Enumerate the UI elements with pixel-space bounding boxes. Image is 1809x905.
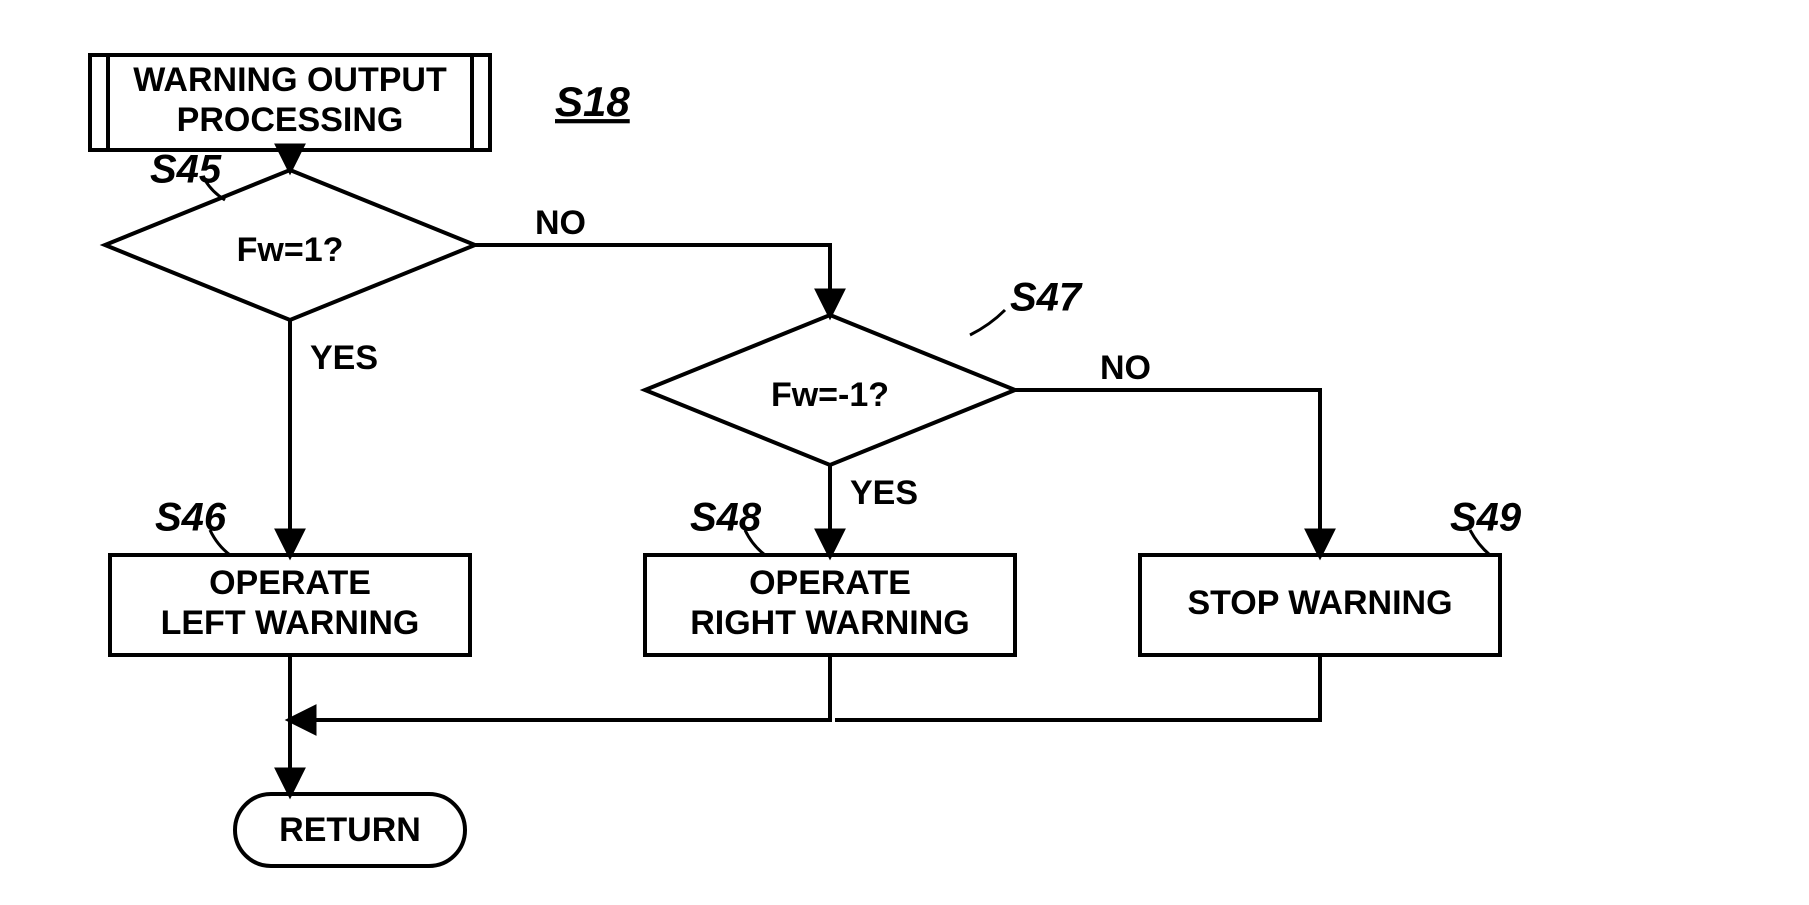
edge-d47-no: [1015, 390, 1320, 555]
label-s45: S45: [150, 148, 222, 192]
label-d45-no: NO: [535, 204, 586, 242]
process-s48: OPERATE RIGHT WARNING: [645, 555, 1015, 655]
start-line1: WARNING OUTPUT: [133, 61, 447, 99]
process-s46: OPERATE LEFT WARNING: [110, 555, 470, 655]
p48-line1: OPERATE: [749, 564, 911, 602]
p46-line1: OPERATE: [209, 564, 371, 602]
figure-title: S18: [555, 78, 630, 125]
return-node: RETURN: [235, 794, 465, 866]
decision-s47: Fw=-1?: [645, 315, 1015, 465]
decision-s45: Fw=1?: [105, 170, 475, 320]
p49-line1: STOP WARNING: [1187, 584, 1452, 622]
edge-p49-merge: [835, 655, 1320, 720]
label-s48: S48: [690, 496, 762, 540]
d47-text: Fw=-1?: [771, 376, 889, 414]
process-s49: STOP WARNING: [1140, 555, 1500, 655]
start-node: WARNING OUTPUT PROCESSING: [90, 55, 490, 150]
return-text: RETURN: [279, 811, 421, 849]
p48-line2: RIGHT WARNING: [690, 604, 970, 642]
edge-p48-merge: [290, 655, 830, 720]
label-d45-yes: YES: [310, 339, 378, 377]
d45-text: Fw=1?: [237, 231, 344, 269]
start-line2: PROCESSING: [177, 101, 404, 139]
label-s49: S49: [1450, 496, 1522, 540]
connector-s47: [970, 310, 1005, 335]
p46-line2: LEFT WARNING: [161, 604, 420, 642]
label-d47-no: NO: [1100, 349, 1151, 387]
label-d47-yes: YES: [850, 474, 918, 512]
label-s47: S47: [1010, 276, 1083, 320]
edge-d45-no: [475, 245, 830, 315]
label-s46: S46: [155, 496, 227, 540]
